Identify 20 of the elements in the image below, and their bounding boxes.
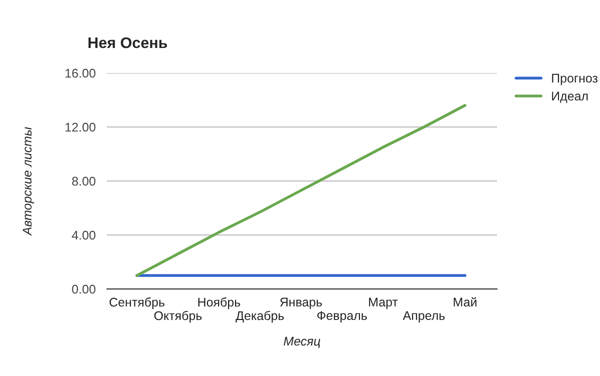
- x-tick-label: Октябрь: [154, 310, 202, 323]
- y-tick-label: 0.00: [72, 284, 96, 294]
- x-tick-label: Ноябрь: [198, 297, 240, 310]
- y-tick-label: 16.00: [66, 68, 96, 78]
- y-tick-label: 12.00: [66, 122, 96, 132]
- legend-label: Идеал: [552, 92, 588, 103]
- x-tick-label: Май: [454, 297, 476, 307]
- x-tick-label: Декабрь: [236, 310, 284, 323]
- x-tick-label: Январь: [280, 298, 322, 309]
- line-series: [136, 104, 466, 277]
- x-tick-label: Март: [369, 298, 398, 309]
- x-axis-title: Месяц: [284, 336, 320, 348]
- chart-title: Нея Осень: [88, 37, 168, 48]
- x-tick-label: Сентябрь: [110, 297, 164, 310]
- x-tick-label: Апрель: [402, 311, 445, 322]
- y-axis-title: Авторские листы: [22, 127, 34, 236]
- y-tick-label: 8.00: [72, 176, 96, 186]
- x-tick-label: Февраль: [317, 311, 367, 322]
- legend-label: Прогноз: [552, 74, 598, 86]
- y-tick-label: 4.00: [72, 230, 96, 240]
